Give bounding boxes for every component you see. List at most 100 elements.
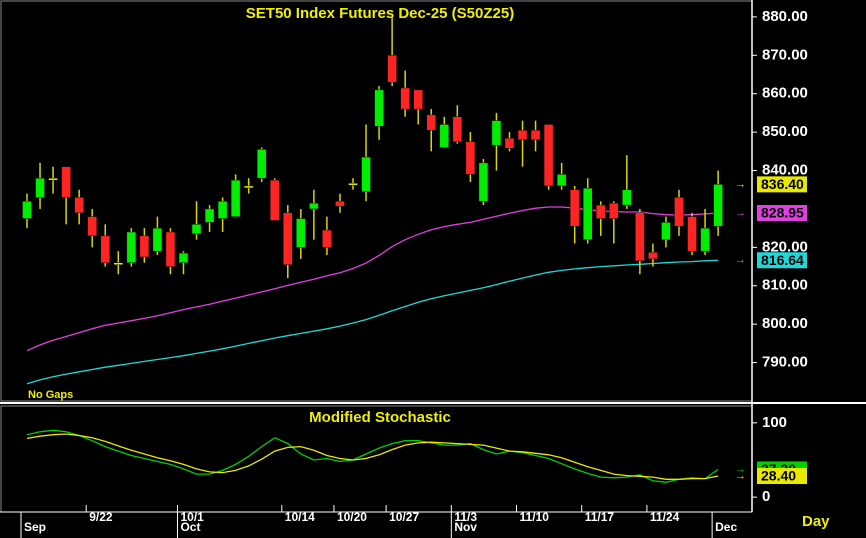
x-tick-label: 11/24 (650, 510, 680, 524)
y-tick-label: 800.00 (762, 315, 808, 332)
y-tick-label: 850.00 (762, 123, 808, 140)
series-line (26, 259, 719, 385)
candle-body (270, 179, 280, 221)
y-tick-label: 840.00 (762, 162, 808, 179)
x-tick-label: 11/3 (454, 510, 477, 524)
last-value-tag: 816.64 (761, 252, 804, 268)
candle-body (243, 185, 254, 189)
candle-body (100, 235, 110, 263)
last-value-tag-box (757, 468, 807, 485)
candle-body (400, 87, 410, 110)
x-month-label: Nov (454, 520, 477, 534)
candle-body (648, 252, 658, 260)
y-tick-label: 870.00 (762, 46, 808, 63)
candle-body (335, 201, 345, 207)
candle-body (569, 189, 580, 227)
candle-body (452, 116, 463, 142)
candle-body (687, 216, 697, 252)
candle-body (35, 177, 45, 198)
y-tick-label: 0 (762, 488, 770, 505)
last-value-tag: 828.95 (761, 205, 804, 221)
candle-body (139, 235, 150, 258)
candle-body (22, 201, 32, 219)
candle-body (296, 218, 306, 248)
subchart-title: Modified Stochastic (309, 409, 451, 426)
y-tick-label: 880.00 (762, 8, 808, 25)
y-tick-label: 100 (762, 414, 787, 431)
candle-body (309, 202, 319, 210)
last-value-tag-box (757, 204, 807, 221)
x-tick-label: 10/20 (337, 510, 367, 524)
candle-body (609, 202, 619, 219)
x-axis-label: Day (802, 513, 830, 530)
series-line (26, 433, 719, 480)
last-close-tag-box (757, 176, 807, 193)
candle-body (374, 89, 384, 127)
candle-body (713, 184, 723, 227)
last-value-tag-arrow: → (735, 470, 746, 482)
last-close-tag: 836.40 (761, 176, 804, 192)
series-line (26, 429, 719, 483)
x-tick-label: 10/1 (180, 510, 204, 524)
chart-title: SET50 Index Futures Dec-25 (S50Z25) (246, 5, 514, 22)
candle-body (48, 177, 58, 181)
x-tick-label: 11/17 (585, 510, 615, 524)
candle-body (426, 114, 436, 131)
candle-body (230, 179, 241, 217)
last-value-tag-arrow: → (735, 463, 746, 475)
x-tick-label: 10/27 (389, 510, 419, 524)
last-value-tag-box (757, 252, 807, 269)
last-value-tag-arrow: → (735, 254, 746, 266)
candle-body (217, 201, 228, 219)
candle-body (113, 262, 124, 265)
y-tick-label: 860.00 (762, 85, 808, 102)
candle-body (504, 138, 515, 149)
last-close-tag-arrow: → (735, 178, 746, 190)
candle-body (87, 216, 97, 237)
candle-body (491, 120, 502, 146)
candle-body (413, 89, 423, 110)
candle-body (517, 129, 528, 141)
y-tick-label: 810.00 (762, 277, 808, 294)
candle-body (348, 182, 358, 186)
candle-body (256, 149, 267, 179)
last-value-tag-arrow: → (735, 207, 746, 219)
candle-body (622, 189, 632, 206)
candle-body (530, 129, 541, 141)
last-value-tag: 28.40 (761, 468, 796, 484)
candle-body (478, 162, 489, 202)
candle-body (556, 174, 567, 187)
candle-body (700, 227, 710, 252)
annotation: No Gaps (28, 389, 73, 401)
x-month-label: Sep (24, 520, 46, 534)
candle-body (635, 212, 645, 262)
candle-body (61, 166, 71, 198)
candle-body (361, 156, 371, 192)
candle-body (387, 55, 397, 83)
x-month-label: Oct (180, 520, 200, 534)
candle-body (674, 197, 684, 227)
y-tick-label: 790.00 (762, 354, 808, 371)
candle-body (178, 252, 189, 263)
candle-body (582, 187, 593, 240)
candle-body (322, 229, 332, 248)
x-tick-label: 9/22 (89, 510, 113, 524)
candle-body (661, 222, 671, 240)
candle-body (191, 224, 202, 235)
candle-body (439, 124, 450, 148)
candle-body (126, 231, 137, 263)
candle-body (596, 204, 606, 219)
y-tick-label: 820.00 (762, 238, 808, 255)
x-month-label: Dec (715, 520, 737, 534)
candle-body (152, 227, 163, 252)
candle-body (543, 124, 554, 187)
candle-body (204, 208, 215, 223)
candle-body (165, 231, 176, 267)
candle-body (465, 141, 476, 175)
x-tick-label: 10/14 (285, 510, 315, 524)
candle-body (283, 212, 293, 265)
x-tick-label: 11/10 (520, 510, 550, 524)
